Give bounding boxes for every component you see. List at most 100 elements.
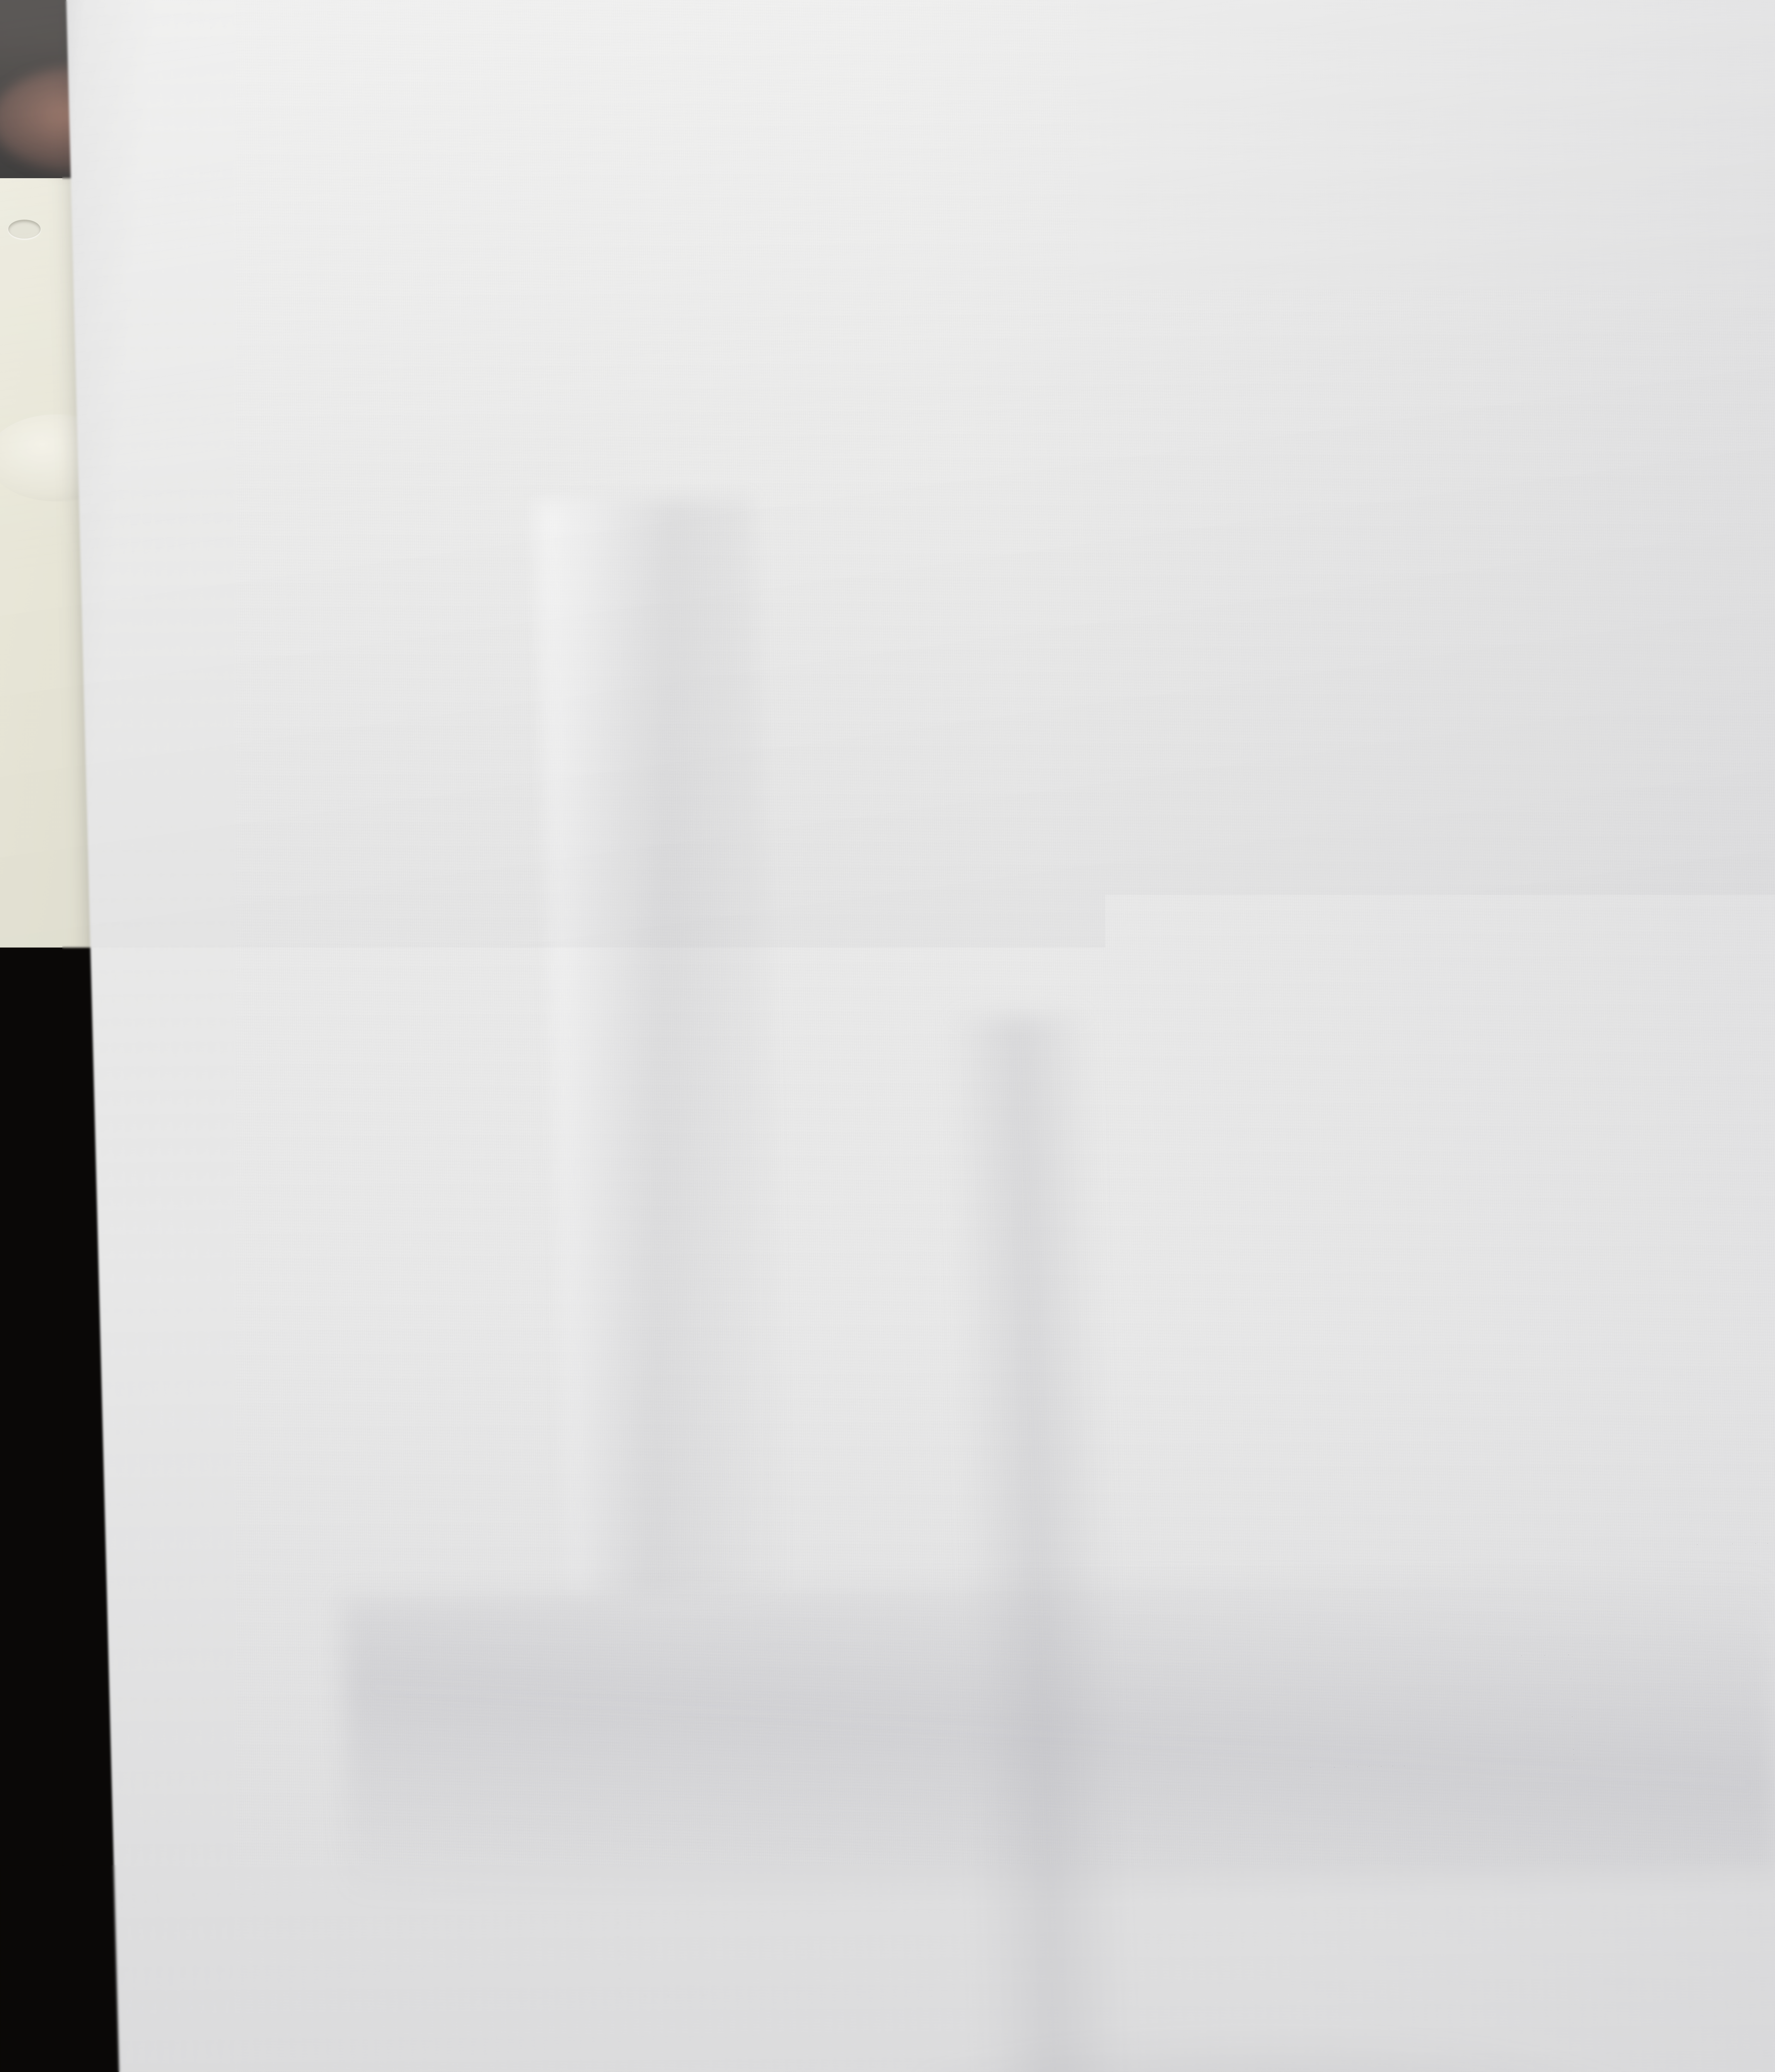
row-reference-interval: 3 - 15 [845, 1045, 1063, 1070]
row-reference-interval: 36 - 47 [856, 1410, 1075, 1434]
row-reference-interval: 30 - 115 [846, 1097, 1064, 1121]
abnormal-flag-marker [106, 1438, 116, 1449]
row-test-name: Potassium [105, 494, 201, 517]
collected-label: Collected [399, 125, 470, 145]
nata-accreditation: NATA ACCREDITATION NO 2178 [124, 1756, 359, 1778]
row-reference-interval: 120 - 250 [850, 1201, 1068, 1226]
phone-value: 0448313111 [484, 0, 580, 11]
row-units: U/L [517, 1250, 546, 1271]
row-result-value: 81 [344, 1077, 450, 1100]
row-units: U/L [513, 1146, 542, 1167]
table-col-divider [428, 316, 463, 1495]
row-reference-interval: 5 - 30 [853, 1305, 1071, 1330]
phone-label: Phone [401, 0, 450, 13]
page-title: Biochemistry [87, 174, 242, 204]
row-units: mmol/L [508, 937, 571, 959]
row-units: umol/L [510, 1041, 568, 1063]
row-units: mmol/L [500, 679, 563, 700]
row-test-name: Calcium [113, 804, 187, 827]
row-reference-interval: 0.65 - 1.00 [842, 942, 1059, 966]
row-result-value: 220 [347, 1181, 453, 1204]
row-reference-interval: 5 - 35 [848, 1149, 1066, 1174]
row-units: mmol/L [494, 472, 556, 494]
column-header-reference-line2: Interval [851, 312, 920, 334]
row-test-name: Status [102, 392, 160, 414]
row-test-name: Albumin [127, 1375, 204, 1399]
row-test-name: Magnesium [115, 907, 220, 930]
row-test-name: Gamma GT [121, 1114, 222, 1138]
row-units: mmol/L [509, 989, 572, 1010]
row-units: g/L [520, 1354, 547, 1375]
row-result-value: 70 [334, 714, 440, 738]
row-test-name: Alk Phos [119, 1063, 201, 1086]
abnormal-flag-marker [102, 1282, 113, 1292]
row-result-value: 4.7 [333, 663, 439, 686]
requested-value: 20/01/2025 [507, 41, 595, 63]
row-units: U/L [515, 1198, 544, 1218]
row-reference-interval: >59 [837, 786, 1054, 811]
header-divider-bottom [83, 128, 1775, 160]
row-units: mmol/L [526, 1563, 589, 1584]
row-test-name: eGFR [111, 752, 162, 775]
row-reference-interval: 0.8 - 1.5 [843, 993, 1061, 1018]
row-reference-interval: 95 - 110 [830, 580, 1047, 604]
row-reference-interval: <5.5 [860, 1515, 1079, 1539]
row-test-name: Total Bilirubin [118, 1010, 245, 1034]
row-result-value: 66 [352, 1337, 458, 1361]
row-reference-interval: 64 - 83 [855, 1358, 1073, 1382]
row-reference-interval: 2.15 - 2.55 [840, 889, 1057, 914]
email-patient-copy-value: Email Patient Copy (0298555336) [176, 61, 440, 85]
row-units: U/L [518, 1302, 547, 1323]
row-reference-interval: 3.0 - 8.5 [833, 683, 1050, 707]
row-test-name: Globulin [128, 1428, 206, 1451]
report-content: Phone 0448313111 Copy to Dr Adam Maundre… [64, 0, 1775, 2072]
row-units: mL/min/1.73m2 [503, 781, 630, 803]
row-result-value: 0.92 [340, 921, 446, 945]
row-test-name: ALT [125, 1272, 161, 1295]
row-result-value: 2.34 [337, 818, 443, 841]
row-result-value: 33 [349, 1233, 455, 1256]
row-units: mmol/L [524, 1510, 588, 1532]
row-test-name: Creatinine [110, 700, 203, 723]
copy-to-label: Copy to [92, 35, 150, 55]
row-test-name: AST [123, 1220, 162, 1242]
column-header-reference-line1: Reference [839, 289, 933, 312]
table-top-rule [82, 242, 1711, 272]
clinical-notes-label: Clinical Notes [94, 109, 198, 129]
row-result-value: 2.28 [339, 869, 444, 893]
row-reference-interval: 23 - 39 [858, 1462, 1077, 1486]
row-reference-interval: 2.15 - 2.55 [838, 838, 1056, 862]
row-result-value: 14 [346, 1129, 452, 1152]
row-units: mmol/L [497, 576, 559, 597]
row-result-value: 141 [327, 456, 433, 480]
column-header-reference: Reference Interval [839, 289, 934, 335]
row-result-value: 0.5 [358, 1547, 464, 1571]
row-test-name: Bicarbonate [107, 596, 217, 620]
row-result-value: 20 L [355, 1442, 461, 1466]
row-result-value: 105 [330, 559, 435, 583]
column-header-result: Result [314, 282, 454, 330]
row-result-value: 3.8 [356, 1494, 462, 1518]
row-test-name: Chloride [106, 545, 183, 569]
row-reference-interval: 20 - 32 [832, 631, 1049, 656]
row-test-name: Cholesterol [130, 1479, 235, 1503]
column-header-test-name: Test Name [100, 304, 197, 328]
column-header-units: Units [659, 302, 708, 325]
row-test-name: Sodium [103, 443, 173, 465]
row-units: umol/L [501, 731, 559, 752]
row-test-name: Total Protein [126, 1322, 241, 1346]
clinical-notes-value: Fasted screen - hyperlipidaemia CT DISOR… [202, 98, 736, 126]
requested-label: Requested [397, 45, 478, 65]
row-result-value: Fasting [331, 406, 399, 428]
row-result-value: 4.5 [329, 508, 434, 532]
row-result-value: 30 [331, 611, 437, 634]
row-test-name: Phosphate [116, 959, 214, 982]
row-units: g/L [521, 1406, 548, 1427]
row-test-name: Urea [109, 649, 151, 671]
row-reference-interval: 135 - 145 [827, 477, 1043, 501]
row-test-name: Corrected Calcium [114, 854, 283, 879]
comments-heading: Comments [120, 1626, 222, 1651]
row-units: mmol/L [498, 627, 561, 648]
row-test-name: Triglycerides [131, 1532, 249, 1556]
row-result-value: 84 [336, 766, 442, 789]
